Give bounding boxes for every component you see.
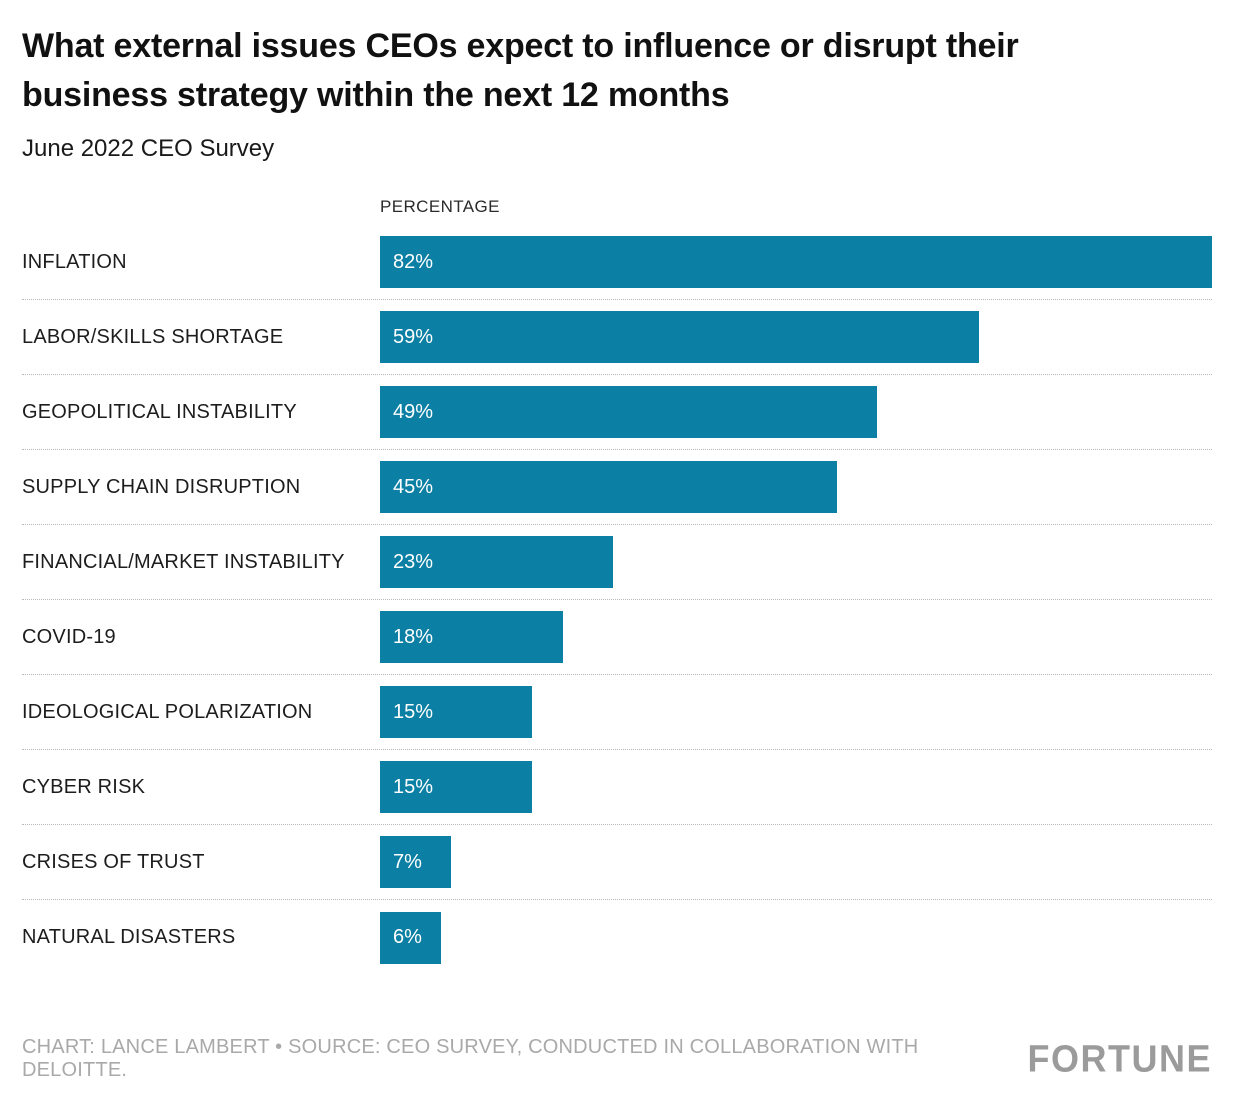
bar-value-label: 15% bbox=[393, 775, 434, 798]
chart-row: GEOPOLITICAL INSTABILITY 49% bbox=[22, 375, 1212, 451]
chart-row: CYBER RISK 15% bbox=[22, 750, 1212, 826]
category-label: NATURAL DISASTERS bbox=[22, 926, 236, 949]
bar: 23% bbox=[380, 536, 614, 589]
chart-row: NATURAL DISASTERS 6% bbox=[22, 900, 1212, 975]
bar-track: 7% bbox=[380, 836, 1212, 889]
chart-row: IDEOLOGICAL POLARIZATION 15% bbox=[22, 675, 1212, 751]
category-label: GEOPOLITICAL INSTABILITY bbox=[22, 400, 297, 423]
chart-rows: INFLATION 82% LABOR/SKILLS SHORTAGE 59% GEOP… bbox=[22, 225, 1212, 975]
bar: 15% bbox=[380, 686, 533, 739]
bar-value-label: 49% bbox=[393, 400, 434, 423]
chart-row: INFLATION 82% bbox=[22, 225, 1212, 301]
bar: 6% bbox=[380, 911, 441, 964]
category-label: FINANCIAL/MARKET INSTABILITY bbox=[22, 550, 345, 573]
chart-row: LABOR/SKILLS SHORTAGE 59% bbox=[22, 300, 1212, 376]
bar-value-label: 59% bbox=[393, 325, 434, 348]
chart-row: CRISES OF TRUST 7% bbox=[22, 825, 1212, 901]
bar: 7% bbox=[380, 836, 452, 889]
bar: 45% bbox=[380, 461, 837, 514]
bar: 49% bbox=[380, 386, 878, 439]
bar-value-label: 15% bbox=[393, 700, 434, 723]
category-label: SUPPLY CHAIN DISRUPTION bbox=[22, 475, 301, 498]
bar-value-label: 6% bbox=[393, 926, 422, 949]
category-label: INFLATION bbox=[22, 250, 127, 273]
category-label: CRISES OF TRUST bbox=[22, 850, 205, 873]
category-label: IDEOLOGICAL POLARIZATION bbox=[22, 700, 313, 723]
category-label: LABOR/SKILLS SHORTAGE bbox=[22, 325, 284, 348]
bar-value-label: 18% bbox=[393, 625, 434, 648]
source-credit: CHART: LANCE LAMBERT • SOURCE: CEO SURVE… bbox=[22, 1036, 919, 1081]
bar: 82% bbox=[380, 236, 1212, 289]
bar-track: 18% bbox=[380, 611, 1212, 664]
fortune-logo: FORTUNE bbox=[1027, 1036, 1212, 1080]
bar: 18% bbox=[380, 611, 563, 664]
category-label: COVID-19 bbox=[22, 625, 116, 648]
percentage-column-header: PERCENTAGE bbox=[380, 197, 500, 217]
bar-track: 23% bbox=[380, 536, 1212, 589]
chart-row: SUPPLY CHAIN DISRUPTION 45% bbox=[22, 450, 1212, 526]
bar-track: 82% bbox=[380, 236, 1212, 289]
bar-track: 15% bbox=[380, 761, 1212, 814]
bar: 15% bbox=[380, 761, 533, 814]
category-label: CYBER RISK bbox=[22, 775, 146, 798]
bar-value-label: 23% bbox=[393, 550, 434, 573]
bar-track: 45% bbox=[380, 461, 1212, 514]
bar-track: 6% bbox=[380, 911, 1212, 964]
bar-value-label: 82% bbox=[393, 250, 434, 273]
bar-track: 49% bbox=[380, 386, 1212, 439]
bar-track: 15% bbox=[380, 686, 1212, 739]
bar-value-label: 45% bbox=[393, 475, 434, 498]
chart-subtitle: June 2022 CEO Survey bbox=[22, 135, 275, 163]
chart-footer: CHART: LANCE LAMBERT • SOURCE: CEO SURVE… bbox=[22, 1036, 1212, 1082]
chart-row: FINANCIAL/MARKET INSTABILITY 23% bbox=[22, 525, 1212, 601]
chart-title: What external issues CEOs expect to infl… bbox=[22, 27, 1019, 114]
bar-track: 59% bbox=[380, 311, 1212, 364]
bar-value-label: 7% bbox=[393, 850, 422, 873]
chart-row: COVID-19 18% bbox=[22, 600, 1212, 676]
bar: 59% bbox=[380, 311, 979, 364]
